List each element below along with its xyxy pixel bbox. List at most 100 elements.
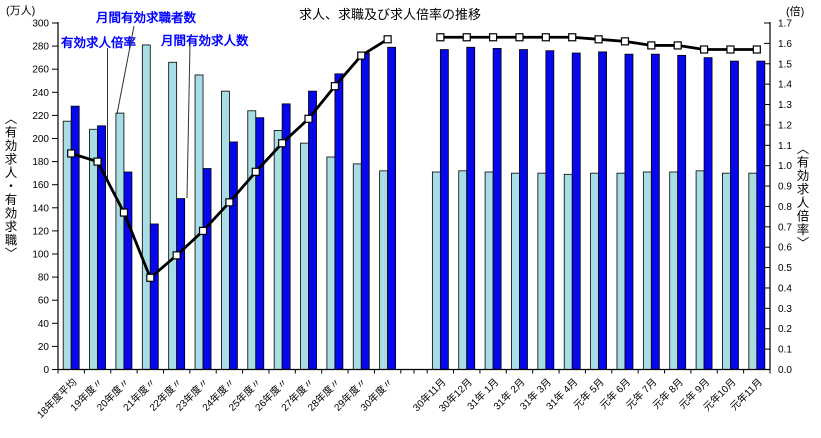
- right-axis-tick-label: 0.4: [778, 283, 792, 294]
- openings-bar: [149, 223, 159, 370]
- seekers-bar: [484, 171, 494, 370]
- right-axis-tick-label: 0.7: [778, 222, 792, 233]
- left-axis-tick-label: 40: [38, 319, 50, 330]
- ratio-marker: [436, 33, 445, 42]
- right-axis-tick-label: 0.8: [778, 202, 792, 213]
- left-axis-tick-label: 140: [32, 203, 49, 214]
- seekers-bar: [695, 170, 705, 370]
- right-axis-tick-label: 1.2: [778, 120, 792, 131]
- ratio-marker: [251, 167, 260, 176]
- openings-bar: [492, 48, 502, 370]
- openings-bar: [624, 53, 634, 370]
- left-axis-unit: (万人): [6, 5, 36, 17]
- ratio-series-label: 有効求人倍率: [61, 36, 137, 50]
- seekers-bar: [537, 172, 547, 370]
- openings-bar: [229, 141, 238, 370]
- ratio-marker: [515, 33, 524, 42]
- openings-bar: [202, 168, 212, 370]
- openings-bar: [650, 53, 660, 370]
- openings-bar: [730, 60, 739, 370]
- left-axis-tick-label: 60: [38, 296, 50, 307]
- seekers-label-leader-line: [116, 25, 135, 115]
- ratio-marker: [198, 226, 208, 235]
- x-tick-label: 18年度平均: [34, 375, 79, 420]
- seekers-bar: [352, 163, 362, 370]
- left-axis-tick-label: 160: [32, 180, 49, 191]
- ratio-marker: [462, 33, 471, 42]
- openings-bar: [571, 52, 581, 370]
- left-axis-tick-label: 240: [32, 88, 49, 99]
- openings-label-leader-line: [186, 43, 191, 199]
- openings-bar: [176, 198, 186, 370]
- seekers-bar: [326, 156, 336, 370]
- left-axis-tick-label: 180: [32, 157, 49, 168]
- seekers-bar: [511, 172, 520, 370]
- ratio-marker: [93, 157, 102, 166]
- openings-bar: [466, 46, 476, 370]
- left-axis-tick-label: 260: [32, 65, 49, 76]
- right-axis-tick-label: 1.6: [778, 39, 792, 50]
- seekers-bar: [62, 120, 72, 370]
- right-axis-tick-label: 1.0: [778, 161, 792, 172]
- openings-bar: [439, 49, 449, 370]
- seekers-bar: [168, 61, 178, 370]
- ratio-marker: [330, 82, 339, 91]
- ratio-marker: [67, 149, 76, 158]
- seekers-bar: [379, 170, 389, 370]
- ratio-marker: [357, 51, 366, 60]
- openings-bar: [545, 50, 555, 370]
- seekers-bar: [642, 171, 652, 370]
- left-axis-title: 〈有効求人・有効求職〉: [2, 112, 17, 261]
- ratio-marker: [673, 41, 682, 50]
- left-axis-tick-label: 280: [32, 42, 49, 53]
- seekers-bar: [590, 172, 599, 370]
- right-axis-tick-label: 0.0: [778, 365, 792, 376]
- seekers-bar: [748, 172, 758, 370]
- seekers-bar: [563, 173, 573, 370]
- ratio-marker: [225, 198, 234, 207]
- seekers-bar: [458, 170, 468, 370]
- seekers-bar: [300, 142, 309, 370]
- right-axis-tick-label: 0.3: [778, 304, 792, 315]
- right-axis-unit: (倍): [786, 6, 805, 18]
- ratio-marker: [172, 251, 181, 260]
- seekers-bar: [247, 110, 257, 370]
- seekers-bar: [616, 172, 626, 370]
- ratio-marker: [541, 33, 550, 42]
- ratio-marker: [383, 35, 392, 44]
- openings-bar: [255, 117, 265, 370]
- seekers-bar: [221, 90, 230, 370]
- right-axis-tick-label: 1.5: [778, 59, 792, 70]
- openings-bar: [123, 171, 133, 370]
- right-axis-tick-label: 1.1: [778, 141, 792, 152]
- left-axis-tick-label: 80: [38, 273, 50, 284]
- openings-bar: [703, 57, 713, 370]
- right-axis-tick-label: 1.4: [778, 80, 792, 91]
- left-axis-tick-label: 220: [32, 111, 49, 122]
- ratio-marker: [146, 273, 155, 282]
- seekers-bar: [669, 171, 679, 370]
- ratio-marker: [594, 35, 603, 44]
- openings-bar: [70, 105, 80, 370]
- seekers-bar: [141, 44, 151, 370]
- seekers-series-label: 月間有効求職者数: [96, 11, 197, 25]
- right-axis-tick-label: 0.2: [778, 324, 792, 335]
- left-axis-tick-label: 200: [32, 134, 49, 145]
- openings-bar: [387, 46, 397, 370]
- right-axis-tick-label: 0.5: [778, 263, 792, 274]
- left-axis-tick-label: 100: [32, 250, 49, 261]
- ratio-marker: [647, 41, 656, 50]
- right-axis-tick-label: 0.9: [778, 182, 792, 193]
- openings-bar: [360, 52, 370, 370]
- openings-bar: [677, 54, 687, 370]
- right-axis-title: 〈有効求人倍率〉: [794, 142, 809, 250]
- openings-bar: [598, 51, 607, 370]
- right-axis-tick-label: 1.3: [778, 100, 792, 111]
- left-axis-tick-label: 120: [32, 226, 49, 237]
- right-axis-tick-label: 0.6: [778, 243, 792, 254]
- ratio-marker: [278, 139, 287, 148]
- ratio-marker: [304, 114, 313, 123]
- seekers-bar: [273, 130, 283, 370]
